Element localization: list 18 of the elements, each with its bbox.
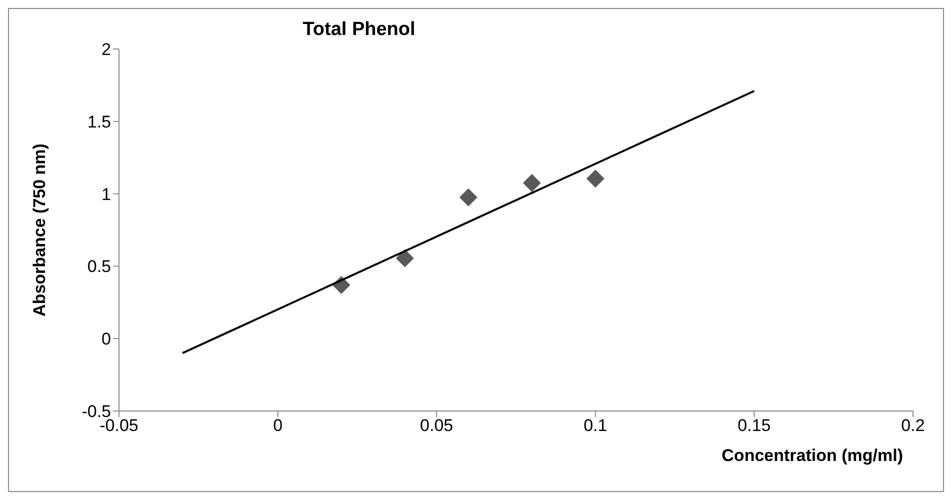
y-tick-label: 2 bbox=[102, 40, 111, 60]
x-tick-label: -0.05 bbox=[100, 416, 138, 436]
y-tick-label: 0.5 bbox=[87, 257, 111, 276]
x-tick-label: 0.15 bbox=[738, 416, 771, 436]
x-tick-label: 0.2 bbox=[901, 416, 925, 436]
point bbox=[459, 188, 478, 206]
point bbox=[586, 170, 604, 188]
x-tick-label: 0.05 bbox=[420, 416, 454, 436]
chart-title: Total Phenol bbox=[302, 19, 416, 41]
y-tick-label: 0 bbox=[102, 330, 111, 349]
y-tick-label: 1 bbox=[102, 184, 111, 204]
y-axis-title: Absorbance (750 nm) bbox=[30, 144, 50, 316]
x-tick-label: 0 bbox=[273, 416, 283, 436]
point bbox=[396, 249, 414, 268]
y-tick-label: 1.5 bbox=[87, 112, 111, 132]
x-axis-title: Concentration (mg/ml) bbox=[722, 446, 903, 465]
x-tick-label: 0.1 bbox=[584, 416, 608, 436]
point bbox=[522, 174, 541, 192]
